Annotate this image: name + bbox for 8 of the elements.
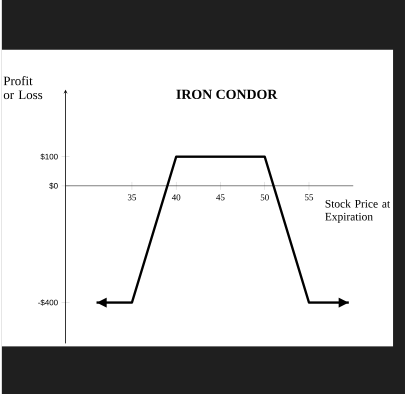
chart-title: IRON CONDOR [176, 90, 278, 99]
x-tick-label: 45 [216, 194, 225, 200]
x-tick-label: 50 [260, 194, 269, 200]
x-tick-label: 35 [128, 194, 136, 200]
x-axis-title: Stock Price at Expiration [325, 200, 390, 223]
x-tick-label: 55 [305, 194, 314, 200]
x-tick-label: 40 [172, 194, 180, 200]
y-axis-title: Profit or Loss [4, 76, 42, 100]
